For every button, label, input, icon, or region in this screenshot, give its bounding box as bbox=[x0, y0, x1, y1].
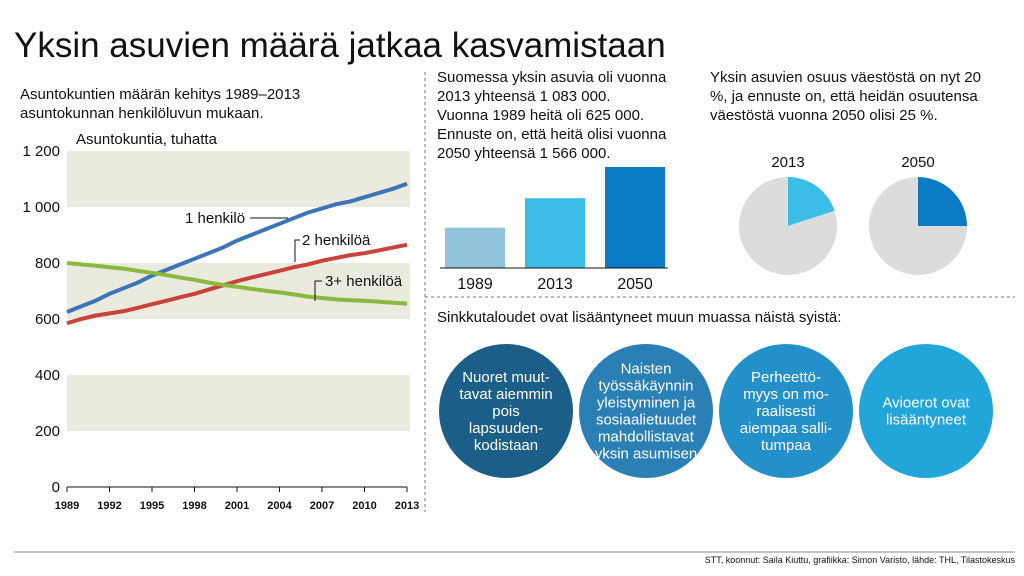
text-line: Naisten bbox=[621, 361, 672, 378]
text-line: %, ja ennuste on, että heidän osuutensa bbox=[710, 88, 978, 105]
reason-circle bbox=[719, 344, 853, 478]
y-tick-label: 600 bbox=[35, 311, 60, 328]
text-line: yksin asumisen bbox=[595, 446, 698, 463]
text-line: työssäkäynnin bbox=[598, 378, 693, 395]
reasons-heading: Sinkkutaloudet ovat lisääntyneet muun mu… bbox=[437, 309, 841, 326]
pie-slice bbox=[918, 177, 967, 226]
x-tick-label: 1995 bbox=[140, 500, 164, 512]
text-line: lisääntyneet bbox=[886, 412, 967, 429]
x-tick-label: 2013 bbox=[395, 500, 419, 512]
series-labels: 1 henkilö 2 henkilöä 3+ henkilöä bbox=[185, 210, 403, 301]
x-tick-label: 2004 bbox=[267, 500, 292, 512]
text-line: raalisesti bbox=[756, 403, 815, 420]
series-line bbox=[66, 181, 408, 314]
text-line: lapsuuden- bbox=[469, 420, 543, 437]
text-line: Suomessa yksin asuvia oli vuonna bbox=[437, 69, 667, 86]
pie-title: 2050 bbox=[901, 154, 934, 171]
pie-slice bbox=[869, 177, 967, 275]
text-line: väestöstä vuonna 2050 olisi 25 %. bbox=[710, 107, 938, 124]
text-line: 2050 yhteensä 1 566 000. bbox=[437, 145, 610, 162]
text-line: Vuonna 1989 heitä oli 625 000. bbox=[437, 107, 644, 124]
text-line: Yksin asuvien osuus väestöstä on nyt 20 bbox=[710, 69, 981, 86]
text-line: tavat aiemmin bbox=[459, 386, 552, 403]
text-line: 2013 yhteensä 1 083 000. bbox=[437, 88, 610, 105]
text-line: asuntokunnan henkilöluvun mukaan. bbox=[20, 105, 264, 122]
leader bbox=[294, 239, 300, 262]
text-line: aiempaa salli- bbox=[740, 420, 833, 437]
bar bbox=[525, 198, 585, 268]
reason-circle bbox=[579, 344, 713, 478]
text-line: Avioerot ovat bbox=[882, 395, 970, 412]
text-line: Ennuste on, että heitä olisi vuonna bbox=[437, 126, 667, 143]
text-line: pois bbox=[492, 403, 520, 420]
y-tick-label: 400 bbox=[35, 367, 60, 384]
band bbox=[67, 151, 410, 207]
text-line: mahdollistavat bbox=[598, 429, 695, 446]
y-tick-label: 800 bbox=[35, 255, 60, 272]
text-line: tumpaa bbox=[761, 437, 812, 454]
x-tick-label: 2007 bbox=[310, 500, 334, 512]
x-tick-label: 1989 bbox=[55, 500, 79, 512]
source: STT, koonnut: Saila Kiuttu, grafiikka: S… bbox=[705, 555, 1016, 565]
series-line bbox=[66, 261, 408, 306]
pie-slice bbox=[738, 177, 837, 275]
bar-label: 1989 bbox=[457, 276, 493, 293]
text-line: kodistaan bbox=[474, 437, 538, 454]
y-tick-label: 1 000 bbox=[22, 199, 60, 216]
reason-circle bbox=[859, 344, 993, 478]
x-tick-label: 2001 bbox=[225, 500, 249, 512]
text-line: sosiaalietuudet bbox=[596, 412, 697, 429]
pie-slice bbox=[788, 177, 835, 226]
bar-label: 2050 bbox=[617, 276, 653, 293]
text-line: Perheettö- bbox=[751, 369, 821, 386]
series-line bbox=[66, 242, 408, 326]
text-line: myys on mo- bbox=[743, 386, 829, 403]
bar bbox=[445, 227, 505, 268]
pie-title: 2013 bbox=[771, 154, 804, 171]
x-tick-label: 1992 bbox=[97, 500, 121, 512]
bar-label: 2013 bbox=[537, 276, 573, 293]
leader bbox=[314, 280, 322, 301]
series-label: 2 henkilöä bbox=[302, 232, 371, 249]
series-label: 1 henkilö bbox=[185, 210, 245, 227]
series-label: 3+ henkilöä bbox=[325, 273, 403, 290]
text-line: yleistyminen ja bbox=[597, 395, 696, 412]
axis-title: Asuntokuntia, tuhatta bbox=[76, 131, 218, 148]
bar bbox=[605, 167, 665, 268]
y-tick-label: 0 bbox=[52, 479, 60, 496]
reason-circle bbox=[439, 344, 573, 478]
band bbox=[67, 375, 410, 431]
text-line: Nuoret muut- bbox=[462, 369, 550, 386]
x-tick-label: 2010 bbox=[352, 500, 376, 512]
page-title: Yksin asuvien määrä jatkaa kasvamistaan bbox=[14, 26, 666, 65]
text-line: Asuntokuntien määrän kehitys 1989–2013 bbox=[20, 86, 300, 103]
x-tick-label: 1998 bbox=[182, 500, 206, 512]
y-tick-label: 1 200 bbox=[22, 143, 60, 160]
y-tick-label: 200 bbox=[35, 423, 60, 440]
